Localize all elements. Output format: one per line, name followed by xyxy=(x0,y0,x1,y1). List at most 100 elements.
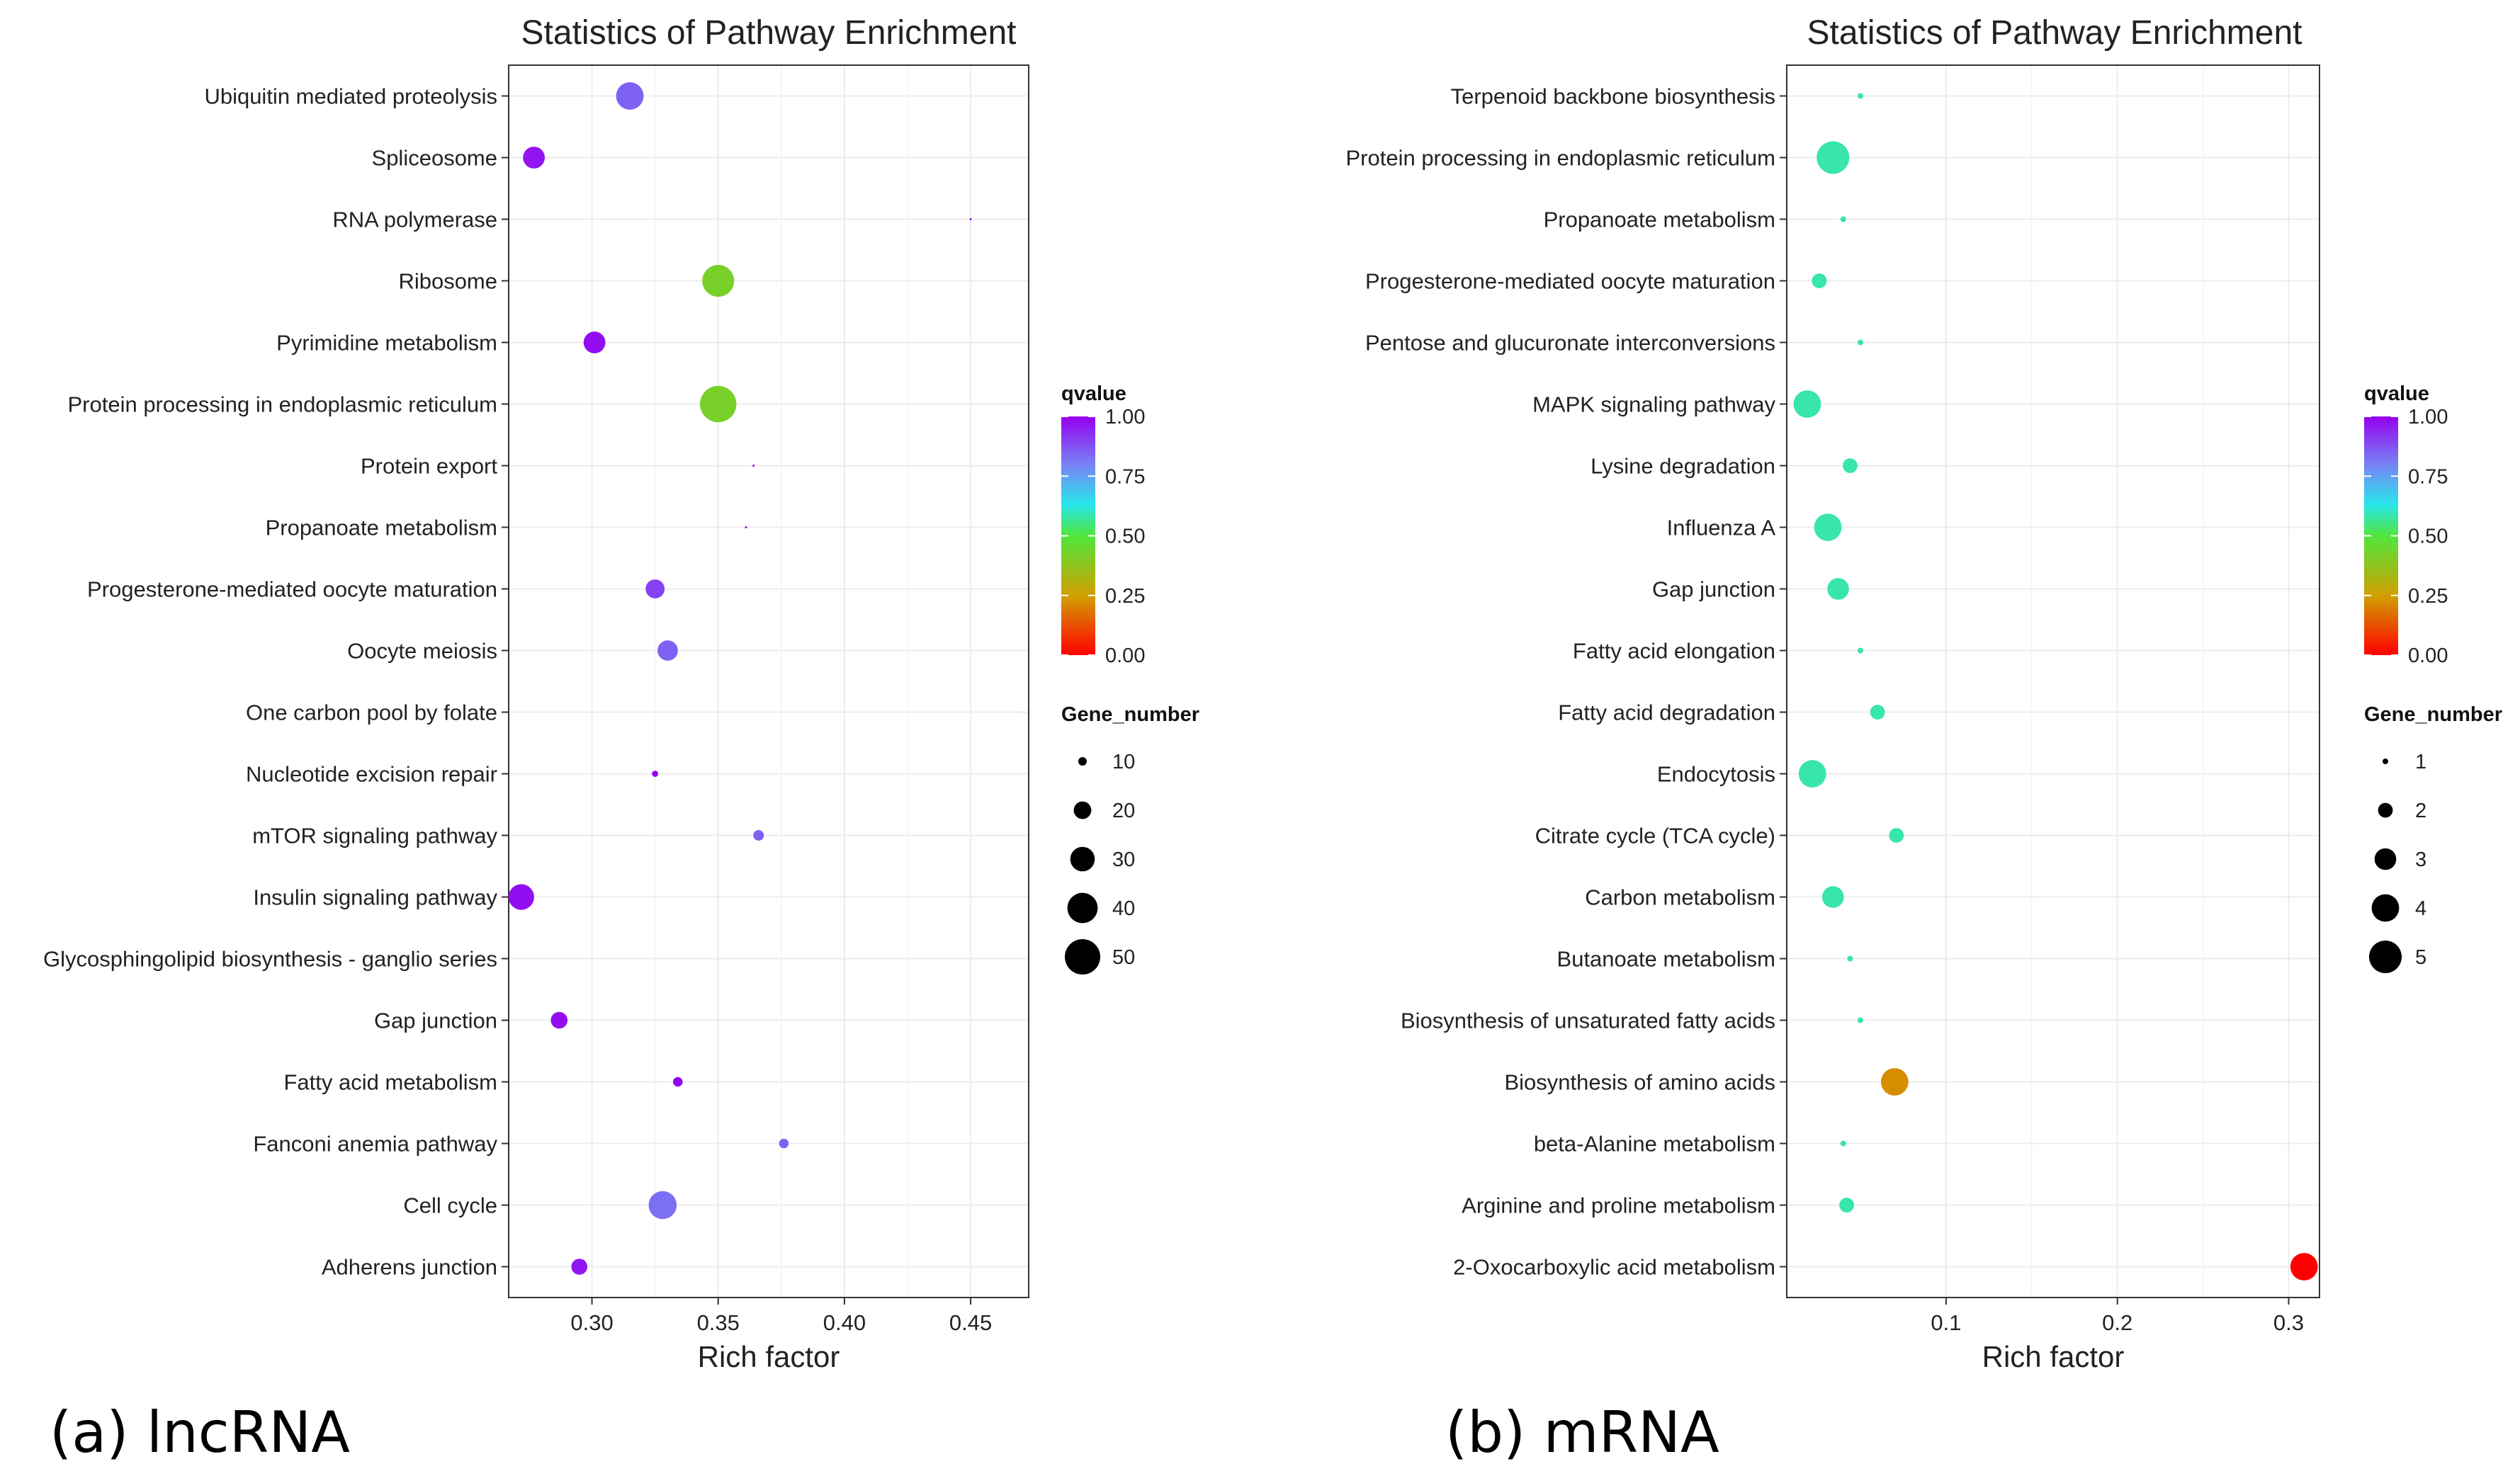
data-point xyxy=(1840,1140,1846,1147)
y-tick-label: Influenza A xyxy=(1667,516,1776,540)
data-point xyxy=(1843,458,1858,473)
data-point xyxy=(1857,339,1863,346)
data-point xyxy=(752,465,755,467)
x-tick-label: 0.40 xyxy=(823,1310,866,1335)
y-tick-label: Protein export xyxy=(361,454,497,479)
y-tick-label: Cell cycle xyxy=(403,1193,497,1218)
y-tick-label: Lysine degradation xyxy=(1590,454,1775,479)
chart-title: Statistics of Pathway Enrichment xyxy=(1807,14,2303,52)
y-tick-label: Progesterone-mediated oocyte maturation xyxy=(87,577,497,602)
x-tick-label: 0.45 xyxy=(949,1310,992,1335)
plot-area xyxy=(1787,65,2320,1298)
x-axis-title: Rich factor xyxy=(1982,1340,2125,1373)
data-point xyxy=(2290,1253,2318,1281)
x-tick-label: 0.1 xyxy=(1931,1310,1961,1335)
data-point xyxy=(648,1191,677,1220)
data-point xyxy=(550,1011,568,1029)
y-tick-label: Fanconi anemia pathway xyxy=(253,1132,497,1157)
data-point xyxy=(645,579,665,598)
qvalue-legend-label: 0.00 xyxy=(1105,645,1145,667)
data-point xyxy=(1827,578,1849,600)
data-point xyxy=(1821,886,1844,908)
data-point xyxy=(672,1077,683,1087)
data-point xyxy=(1798,760,1826,788)
y-tick-label: Terpenoid backbone biosynthesis xyxy=(1451,84,1775,109)
data-point xyxy=(779,1138,789,1149)
y-tick-label: Ubiquitin mediated proteolysis xyxy=(204,84,497,109)
qvalue-legend-label: 1.00 xyxy=(2408,406,2448,428)
size-legend-label: 1 xyxy=(2415,751,2426,773)
y-tick-label: Progesterone-mediated oocyte maturation xyxy=(1365,269,1775,294)
gridlines xyxy=(1787,65,2320,1298)
data-point xyxy=(583,331,606,353)
y-tick-label: Gap junction xyxy=(374,1009,497,1033)
size-legend-label: 10 xyxy=(1112,751,1135,773)
data-point xyxy=(652,771,659,777)
chart-panel-a: Statistics of Pathway Enrichment Ubiquiti… xyxy=(43,14,1199,1465)
qvalue-legend-label: 0.00 xyxy=(2408,645,2448,667)
size-legend-dot xyxy=(1073,801,1092,819)
panel-label: (a) lncRNA xyxy=(50,1400,350,1465)
size-legend-dot xyxy=(2371,894,2400,922)
panel-label: (b) mRNA xyxy=(1445,1400,1719,1465)
x-tick-label: 0.35 xyxy=(697,1310,740,1335)
size-legend-dot xyxy=(1078,757,1087,766)
data-point xyxy=(1857,647,1863,654)
gridlines xyxy=(509,65,1029,1298)
y-tick-label: Nucleotide excision repair xyxy=(246,762,497,787)
data-point xyxy=(1814,513,1842,541)
qvalue-legend-label: 0.75 xyxy=(1105,465,1145,488)
data-point xyxy=(1857,93,1863,99)
qvalue-legend-label: 0.25 xyxy=(1105,585,1145,608)
data-point xyxy=(702,265,735,297)
data-point xyxy=(657,640,678,661)
data-point xyxy=(969,218,972,220)
data-point xyxy=(508,884,534,910)
data-point xyxy=(571,1259,588,1275)
data-point xyxy=(1793,390,1821,418)
size-legend-dot xyxy=(2383,759,2388,764)
y-tick-label: Arginine and proline metabolism xyxy=(1462,1193,1775,1218)
size-legend-label: 40 xyxy=(1112,897,1135,920)
chart-panel-b: Statistics of Pathway Enrichment Terpenoi… xyxy=(1345,14,2502,1465)
y-tick-label: Protein processing in endoplasmic reticu… xyxy=(67,392,497,417)
gene-number-legend-title: Gene_number xyxy=(1061,703,1199,726)
size-legend-label: 4 xyxy=(2415,897,2426,920)
plot-frame xyxy=(1786,64,2320,1298)
y-tick-label: Propanoate metabolism xyxy=(1544,208,1775,232)
data-point xyxy=(616,82,644,110)
y-tick-label: One carbon pool by folate xyxy=(246,700,497,725)
data-point xyxy=(1840,216,1846,222)
y-tick-label: Pyrimidine metabolism xyxy=(276,331,497,356)
y-tick-label: Propanoate metabolism xyxy=(266,516,497,540)
data-point xyxy=(1870,705,1885,720)
y-tick-label: Gap junction xyxy=(1652,577,1775,602)
size-legend-label: 2 xyxy=(2415,800,2426,822)
y-tick-label: Fatty acid metabolism xyxy=(284,1070,498,1095)
y-tick-label: 2-Oxocarboxylic acid metabolism xyxy=(1453,1255,1775,1280)
size-legend-label: 5 xyxy=(2415,946,2426,969)
qvalue-legend-title: qvalue xyxy=(1061,382,1126,405)
x-tick-label: 0.2 xyxy=(2102,1310,2132,1335)
data-point xyxy=(1812,273,1827,288)
data-point xyxy=(745,526,747,528)
y-tick-label: Spliceosome xyxy=(372,146,497,171)
x-tick-label: 0.30 xyxy=(570,1310,613,1335)
size-legend-dot xyxy=(2378,802,2393,818)
data-point xyxy=(1839,1198,1855,1213)
x-axis-title: Rich factor xyxy=(698,1340,840,1373)
y-tick-label: Insulin signaling pathway xyxy=(253,885,497,910)
y-tick-label: Biosynthesis of amino acids xyxy=(1504,1070,1775,1095)
y-tick-label: mTOR signaling pathway xyxy=(252,824,497,848)
y-tick-label: Oocyte meiosis xyxy=(347,639,497,664)
data-point xyxy=(1816,141,1850,174)
chart-title: Statistics of Pathway Enrichment xyxy=(521,14,1017,52)
y-tick-label: Carbon metabolism xyxy=(1585,885,1775,910)
qvalue-legend-label: 0.50 xyxy=(1105,526,1145,548)
y-tick-label: Endocytosis xyxy=(1657,762,1775,787)
plot-frame xyxy=(508,64,1029,1298)
y-tick-label: Citrate cycle (TCA cycle) xyxy=(1535,824,1775,848)
y-tick-label: RNA polymerase xyxy=(332,208,497,232)
y-tick-label: Protein processing in endoplasmic reticu… xyxy=(1345,146,1775,171)
